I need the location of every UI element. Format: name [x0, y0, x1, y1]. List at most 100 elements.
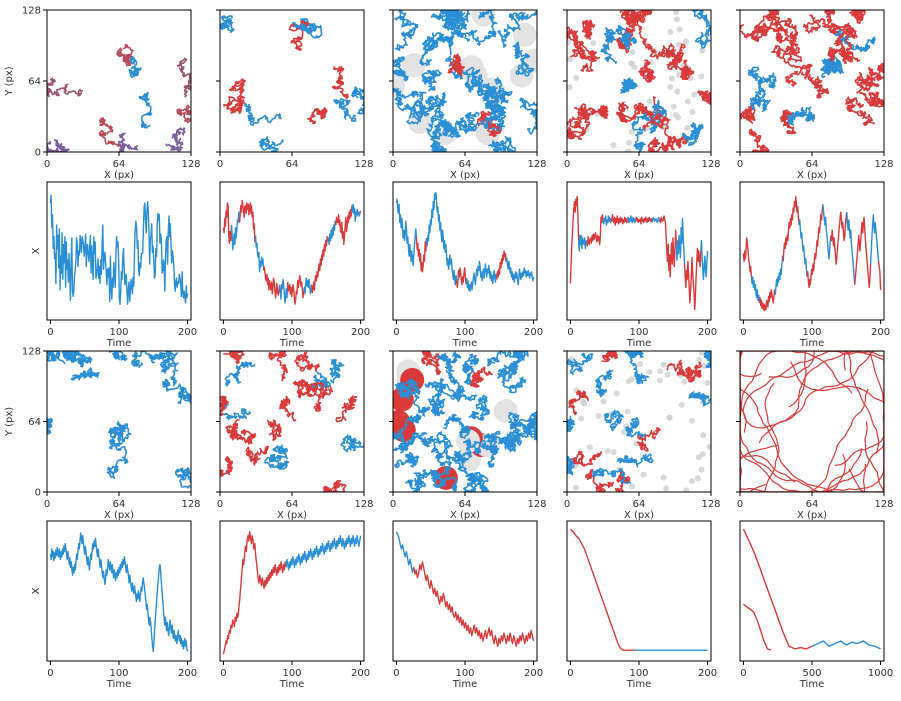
plot-area: [742, 528, 881, 651]
subplot-r3c5: 0 64 128 X (px): [736, 350, 894, 521]
trajectory: [264, 453, 290, 470]
obstacle-dot: [673, 16, 680, 23]
trajectory: [245, 445, 269, 466]
x-tick-label: 200: [698, 668, 717, 679]
obstacle-dot: [676, 26, 683, 33]
obstacle-dot: [681, 378, 688, 385]
series-line: [413, 561, 535, 647]
obstacle-dot: [699, 47, 706, 54]
trajectory: [786, 106, 815, 126]
trajectory: [740, 104, 756, 124]
series-line: [569, 528, 635, 651]
trajectory: [582, 19, 596, 40]
series-line: [683, 247, 702, 311]
trajectory: [827, 22, 858, 39]
trajectory: [335, 395, 358, 423]
x-tick-label: 100: [455, 668, 474, 679]
obstacle-dot: [674, 114, 681, 121]
obstacle-dot: [660, 361, 667, 368]
obstacle-dot: [688, 417, 695, 424]
x-tick-label: 128: [701, 499, 720, 510]
series-line: [49, 532, 189, 653]
trajectory: [468, 394, 490, 421]
series-line: [222, 202, 233, 244]
x-tick-label: 0: [567, 668, 573, 679]
x-axis-label: X (px): [104, 170, 134, 181]
trajectory: [266, 419, 282, 441]
trajectory: [223, 351, 245, 365]
x-tick-label: 128: [181, 499, 200, 510]
y-tick-label: 128: [22, 347, 41, 358]
obstacle-dot: [682, 38, 689, 45]
x-axis-label: X (px): [104, 510, 134, 521]
x-tick-label: 0: [220, 668, 226, 679]
obstacle-dot: [629, 483, 636, 490]
trajectory: [619, 10, 646, 25]
trajectory: [468, 366, 493, 388]
x-tick-label: 0: [47, 668, 53, 679]
y-tick-label: 128: [22, 6, 41, 17]
series-line: [254, 235, 265, 273]
obstacle-dot: [567, 56, 573, 63]
obstacle-dot: [691, 91, 698, 98]
x-tick-label: 64: [113, 159, 126, 170]
series-line: [659, 215, 677, 278]
series-line: [774, 255, 784, 296]
plot-area: [569, 195, 709, 311]
x-tick-label: 100: [629, 327, 648, 338]
trajectory: [447, 53, 466, 77]
subplot-r3c4: 0 64 128 X (px): [563, 350, 721, 521]
trajectory: [220, 395, 229, 416]
trajectory: [406, 91, 432, 125]
obstacle-dot: [595, 412, 602, 419]
trajectory: [421, 69, 443, 92]
trajectory: [780, 45, 807, 87]
trajectory: [322, 479, 347, 492]
trajectory: [429, 469, 458, 492]
subplot-r2c2: 0 100 200 Time: [219, 181, 370, 349]
subplot-r1c1: 0 64 128 0 64 128 X (px) Y (px): [4, 6, 201, 182]
trajectory: [331, 65, 349, 100]
obstacle-disk: [475, 121, 500, 146]
trajectory: [108, 351, 128, 362]
trajectory: [789, 361, 884, 492]
series-line: [742, 237, 753, 277]
series-line: [238, 199, 257, 243]
trajectory: [601, 351, 619, 363]
x-tick-label: 64: [286, 159, 299, 170]
obstacle-dot: [625, 148, 632, 152]
trajectory: [803, 10, 836, 34]
x-tick-label: 200: [871, 327, 890, 338]
trajectory: [820, 58, 842, 74]
plot-area: [395, 531, 535, 647]
plot-area: [569, 528, 708, 651]
plot-area: [220, 15, 364, 152]
trajectory: [567, 26, 586, 56]
obstacle-dot: [624, 408, 631, 415]
series-line: [262, 265, 281, 299]
trajectory: [603, 409, 624, 432]
series-line: [586, 214, 604, 247]
trajectory: [567, 107, 591, 140]
trajectory: [486, 76, 513, 105]
obstacle-dot: [698, 73, 705, 80]
plot-area: [222, 531, 362, 655]
series-line: [854, 216, 872, 288]
series-line: [610, 214, 629, 226]
x-tick-label: 100: [109, 668, 128, 679]
series-line: [700, 239, 709, 281]
x-tick-label: 128: [874, 159, 893, 170]
obstacle-dot: [586, 444, 593, 451]
trajectory: [307, 107, 328, 125]
trajectory: [47, 139, 70, 152]
trajectory: [488, 135, 517, 152]
obstacle-dot: [673, 10, 680, 15]
trajectory: [740, 351, 884, 492]
trajectory: [692, 10, 711, 49]
plot-area: [47, 43, 191, 152]
subplot-r1c4: 0 64 128 X (px): [563, 9, 721, 181]
x-tick-label: 64: [113, 499, 126, 510]
trajectory: [567, 455, 575, 476]
series-line: [415, 237, 428, 273]
trajectory: [747, 66, 771, 112]
